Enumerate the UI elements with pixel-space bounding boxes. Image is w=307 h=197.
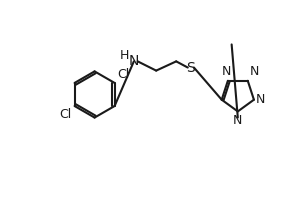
Text: S: S [186, 60, 195, 74]
Text: N: N [222, 65, 231, 78]
Text: N: N [233, 114, 243, 127]
Text: N: N [129, 54, 139, 68]
Text: Cl: Cl [118, 68, 130, 81]
Text: N: N [250, 65, 259, 78]
Text: N: N [256, 93, 266, 106]
Text: Cl: Cl [59, 108, 72, 121]
Text: H: H [120, 49, 129, 62]
